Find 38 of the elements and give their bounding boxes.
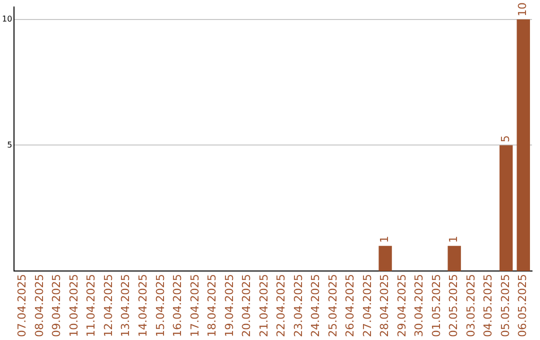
data-label: 1 (378, 236, 392, 243)
data-label: 5 (498, 135, 512, 142)
x-tick-label: 22.04.2025 (274, 274, 288, 338)
x-tick-label: 09.04.2025 (50, 274, 64, 338)
x-tick-label: 06.05.2025 (516, 274, 530, 338)
x-tick-label: 17.04.2025 (188, 274, 202, 338)
x-tick-label: 02.05.2025 (447, 274, 460, 338)
bar (516, 19, 530, 272)
x-tick-label: 26.04.2025 (344, 274, 357, 338)
x-tick-label: 30.04.2025 (412, 274, 426, 338)
x-tick-label: 24.04.2025 (309, 274, 322, 338)
x-tick-label: 03.05.2025 (464, 274, 478, 338)
data-label: 10 (516, 2, 530, 16)
bar (378, 246, 392, 272)
x-tick-label: 12.04.2025 (102, 274, 115, 338)
x-tick-label: 18.04.2025 (206, 274, 219, 338)
x-tick-label: 27.04.2025 (360, 274, 374, 338)
bar (448, 246, 461, 272)
x-tick-label: 28.04.2025 (378, 274, 392, 338)
x-tick-label: 14.04.2025 (136, 274, 150, 338)
x-tick-label: 05.05.2025 (498, 274, 512, 338)
data-label: 1 (447, 236, 460, 243)
bar (500, 145, 513, 272)
x-tick-label: 13.04.2025 (119, 274, 132, 338)
x-tick-label: 19.04.2025 (222, 274, 236, 338)
x-tick-label: 25.04.2025 (326, 274, 340, 338)
x-tick-label: 29.04.2025 (395, 274, 408, 338)
x-tick-label: 04.05.2025 (482, 274, 495, 338)
x-tick-label: 07.04.2025 (16, 274, 29, 338)
x-tick-label: 11.04.2025 (84, 274, 98, 338)
x-tick-label: 23.04.2025 (292, 274, 305, 338)
x-tick-label: 10.04.2025 (67, 274, 80, 338)
x-tick-label: 15.04.2025 (154, 274, 167, 338)
x-tick-label: 20.04.2025 (240, 274, 254, 338)
x-tick-label: 21.04.2025 (257, 274, 270, 338)
x-tick-label: 01.05.2025 (430, 274, 443, 338)
x-tick-label: 08.04.2025 (32, 274, 46, 338)
x-tick-label: 16.04.2025 (171, 274, 184, 338)
